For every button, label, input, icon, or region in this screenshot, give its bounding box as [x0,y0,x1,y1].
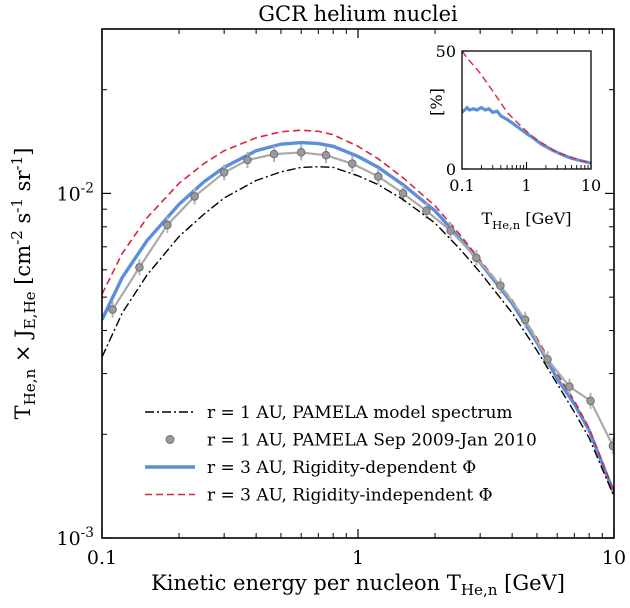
data-point [348,159,357,168]
data-point [586,396,595,406]
data-point [446,226,455,235]
legend-label-0: r = 1 AU, PAMELA model spectrum [207,403,513,423]
data-point [565,382,574,391]
inset-background [462,51,591,169]
legend-label-1: r = 1 AU, PAMELA Sep 2009-Jan 2010 [207,431,537,451]
inset-series-line-0 [462,105,591,165]
inset-y-tick-label: 50 [436,42,456,61]
y-tick-label: 10-2 [56,180,94,205]
data-point [472,253,481,263]
data-point [135,263,144,272]
legend-swatch-1 [165,435,175,444]
x-axis-label: Kinetic energy per nucleon THe,n [GeV] [151,571,565,599]
inset-series-group [462,50,591,165]
series-line-3 [102,129,614,493]
data-point [243,155,252,165]
y-tick-label: 10-3 [56,525,94,550]
inset-x-axis-label: THe,n [GeV] [482,209,572,232]
data-point [374,172,383,181]
inset-series-line-1 [462,50,591,164]
data-point [190,192,199,201]
data-point [296,148,306,157]
x-tick-label: 0.1 [87,547,117,569]
inset-x-tick-label: 0.1 [449,176,474,195]
data-point [163,220,172,230]
data-point [219,168,229,177]
data-point [520,315,530,324]
inset-x-tick-label: 10 [581,176,601,195]
series-line-0 [102,166,614,497]
inset-plot: 0.1 1 10 0 50 THe,n [GeV] [%] [427,42,601,232]
data-point [108,305,117,314]
legend-label-2: r = 3 AU, Rigidity-dependent Φ [207,458,476,478]
main-series-group [102,129,614,497]
inset-y-tick-label: 0 [446,160,456,179]
data-point [422,206,431,216]
data-point [543,355,552,364]
data-point [496,281,505,290]
data-point [398,189,408,198]
inset-x-tick-label: 1 [521,176,531,195]
legend: r = 1 AU, PAMELA model spectrum r = 1 AU,… [145,403,537,506]
y-axis-label: THe,n × JE,He [cm-2 s-1 sr-1] [8,148,39,420]
data-point [269,149,279,159]
legend-label-3: r = 3 AU, Rigidity-independent Φ [207,486,493,506]
inset-y-axis-label: [%] [427,88,446,116]
x-tick-label: 1 [352,547,364,569]
data-point [321,151,331,160]
x-tick-label: 10 [602,547,626,569]
chart-title: GCR helium nuclei [258,2,458,26]
data-point [608,441,614,451]
